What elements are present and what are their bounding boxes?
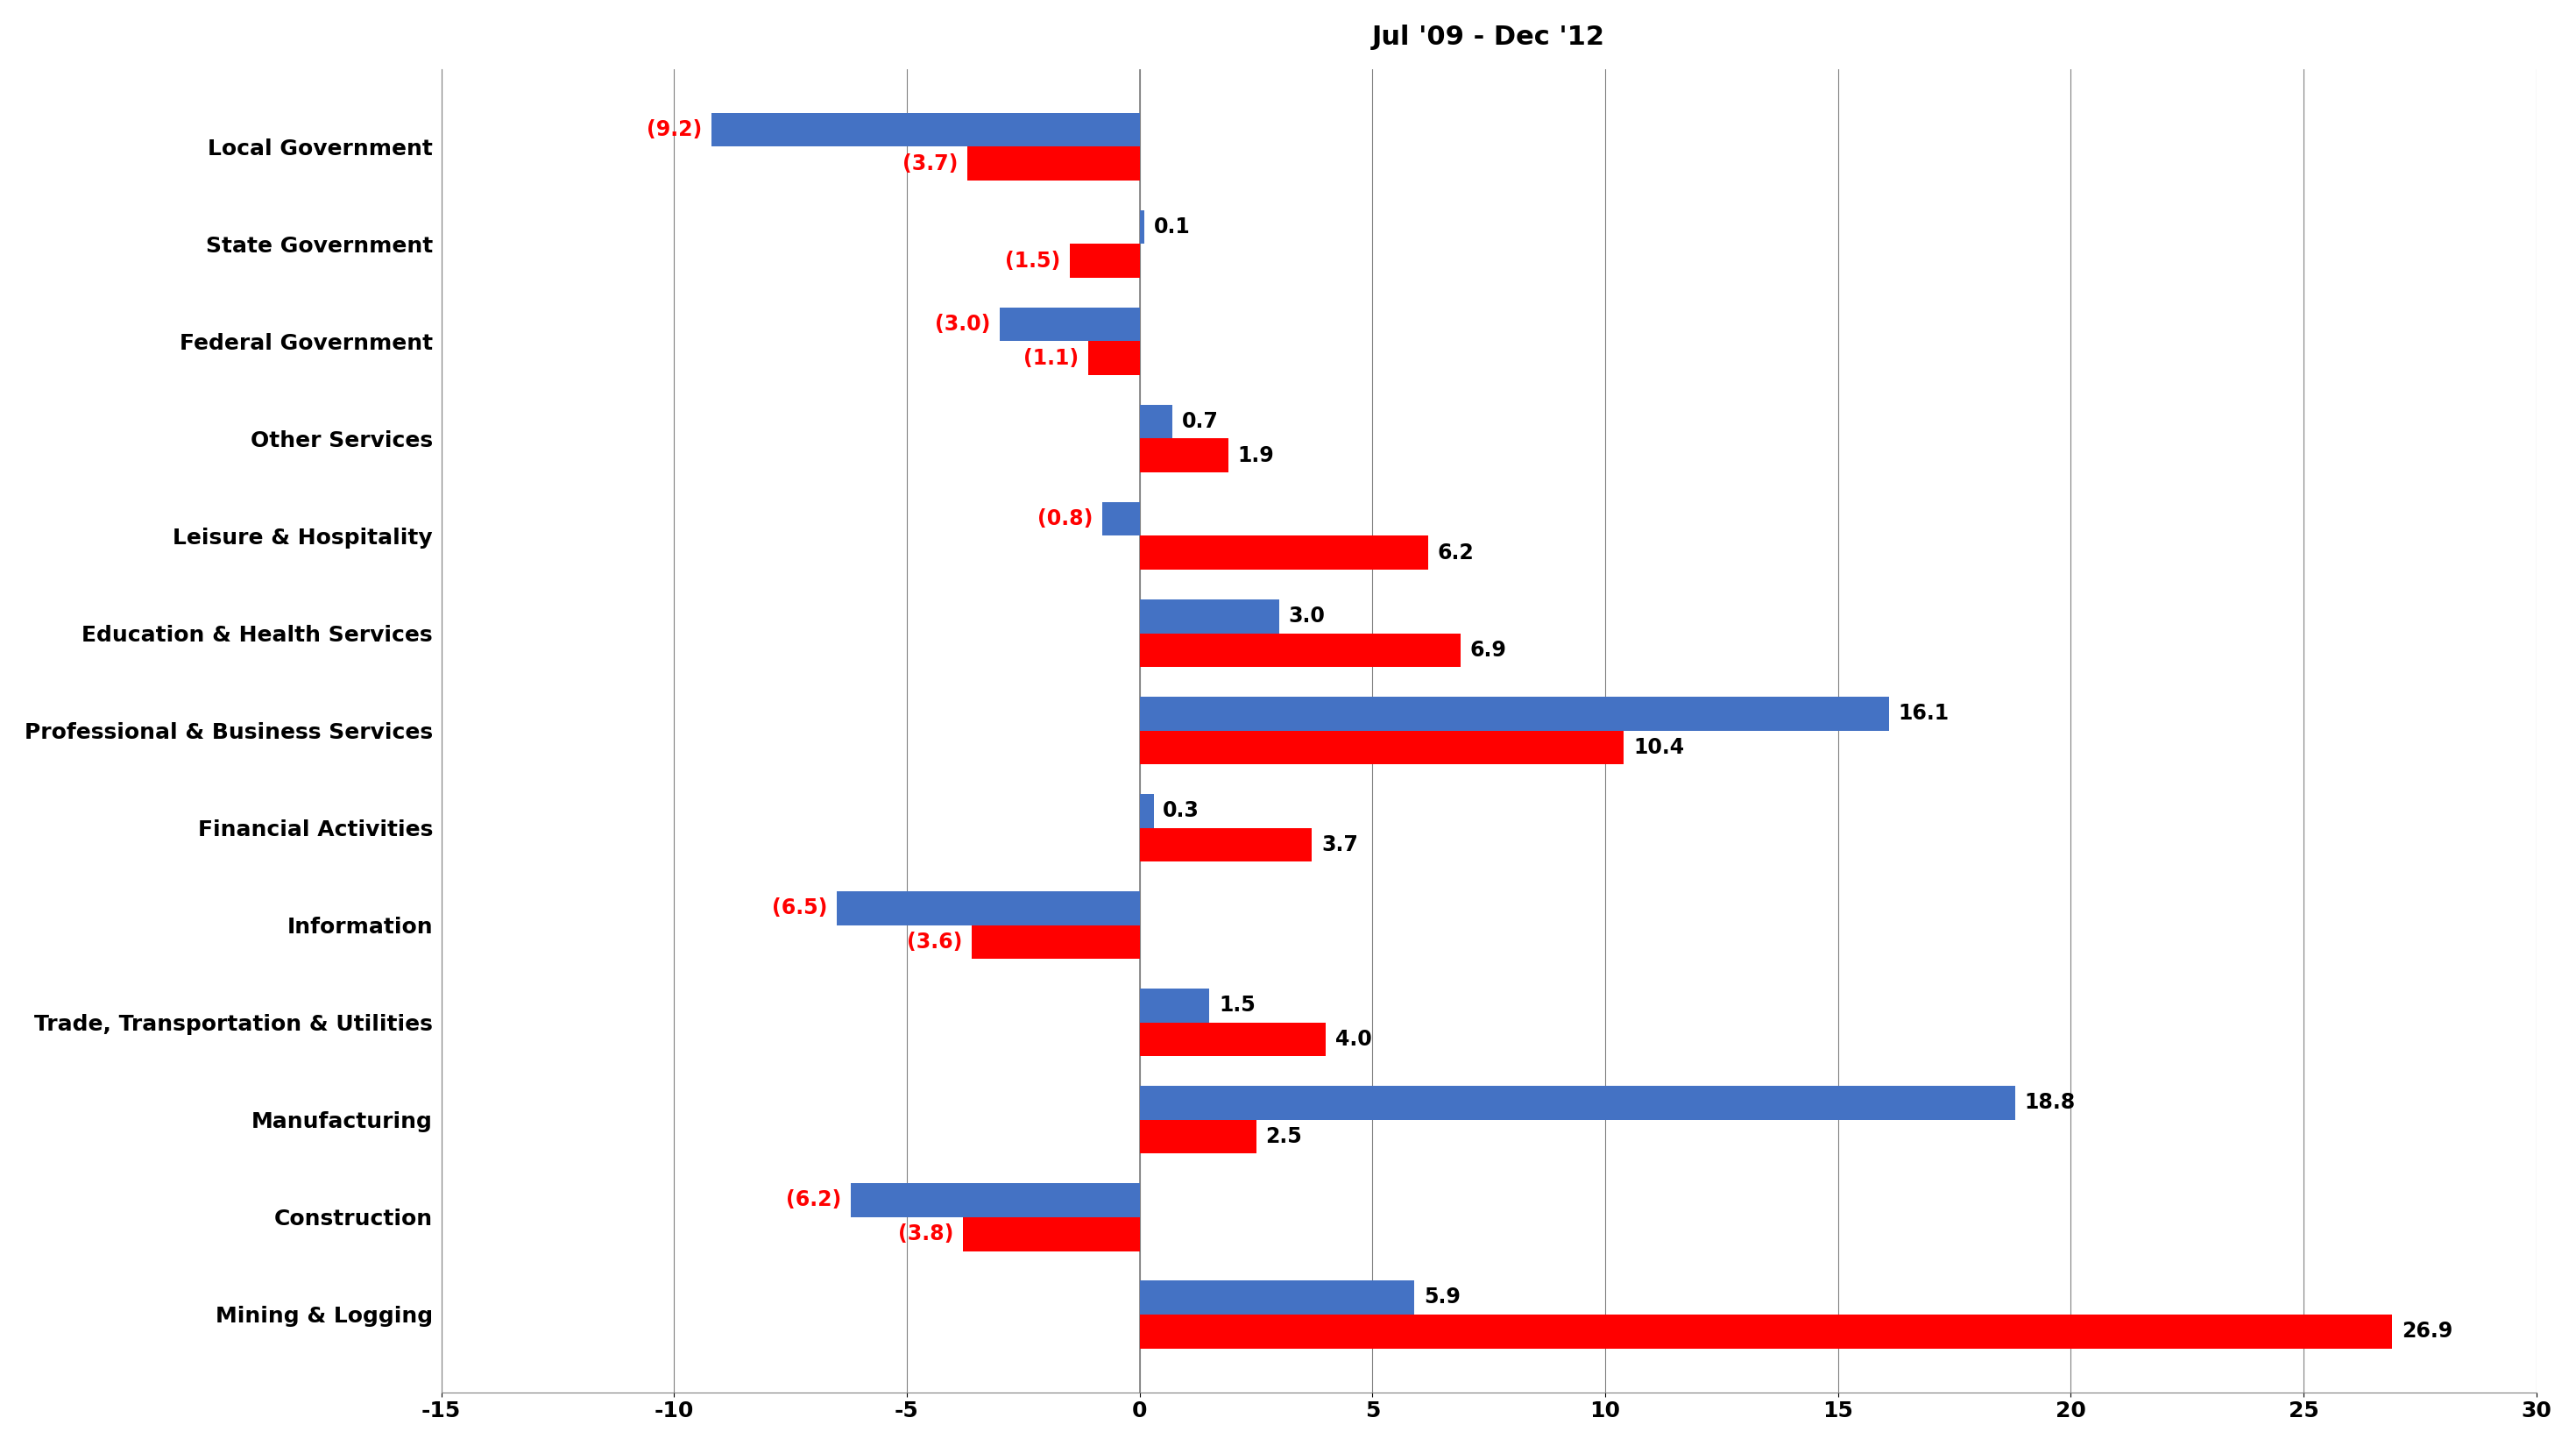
- Text: 6.2: 6.2: [1437, 542, 1473, 564]
- Bar: [999, 307, 1139, 341]
- Text: 2.5: 2.5: [1265, 1126, 1301, 1147]
- Text: 5.9: 5.9: [1425, 1287, 1461, 1307]
- Bar: [1139, 405, 1172, 438]
- Bar: [1139, 599, 1280, 633]
- Bar: [1139, 794, 1154, 827]
- Title: Jul '09 - Dec '12: Jul '09 - Dec '12: [1373, 25, 1605, 49]
- Text: 3.0: 3.0: [1288, 606, 1324, 626]
- Bar: [1103, 502, 1139, 536]
- Bar: [1139, 697, 1888, 730]
- Text: 6.9: 6.9: [1471, 639, 1507, 661]
- Bar: [1139, 1022, 1327, 1057]
- Bar: [1139, 633, 1461, 667]
- Bar: [1090, 341, 1139, 376]
- Text: 1.5: 1.5: [1218, 995, 1255, 1017]
- Text: 0.7: 0.7: [1182, 411, 1218, 432]
- Text: (3.8): (3.8): [899, 1223, 953, 1245]
- Text: (6.5): (6.5): [773, 898, 827, 918]
- Text: (3.0): (3.0): [935, 314, 992, 335]
- Bar: [969, 146, 1139, 181]
- Text: (3.6): (3.6): [907, 931, 963, 953]
- Bar: [850, 1183, 1139, 1218]
- Bar: [1139, 1280, 1414, 1314]
- Text: 0.3: 0.3: [1162, 800, 1200, 821]
- Bar: [1139, 536, 1427, 570]
- Bar: [971, 925, 1139, 959]
- Text: (1.1): (1.1): [1023, 348, 1079, 369]
- Bar: [1139, 827, 1311, 862]
- Text: 26.9: 26.9: [2401, 1320, 2452, 1342]
- Text: (9.2): (9.2): [647, 119, 703, 140]
- Text: (1.5): (1.5): [1005, 250, 1061, 272]
- Text: 18.8: 18.8: [2025, 1092, 2076, 1113]
- Bar: [1139, 438, 1229, 473]
- Bar: [1139, 1119, 1257, 1154]
- Bar: [1139, 1314, 2393, 1348]
- Bar: [1139, 210, 1144, 244]
- Bar: [1139, 1086, 2014, 1119]
- Text: 1.9: 1.9: [1236, 445, 1275, 466]
- Bar: [1139, 988, 1211, 1022]
- Bar: [963, 1218, 1139, 1251]
- Text: (3.7): (3.7): [902, 153, 958, 174]
- Text: (0.8): (0.8): [1038, 509, 1092, 529]
- Text: 4.0: 4.0: [1334, 1030, 1373, 1050]
- Text: (6.2): (6.2): [786, 1190, 842, 1210]
- Bar: [1069, 244, 1139, 278]
- Bar: [711, 113, 1139, 146]
- Bar: [837, 891, 1139, 925]
- Text: 0.1: 0.1: [1154, 217, 1190, 237]
- Text: 3.7: 3.7: [1321, 834, 1358, 856]
- Bar: [1139, 730, 1623, 765]
- Text: 16.1: 16.1: [1899, 703, 1950, 724]
- Text: 10.4: 10.4: [1633, 737, 1685, 758]
